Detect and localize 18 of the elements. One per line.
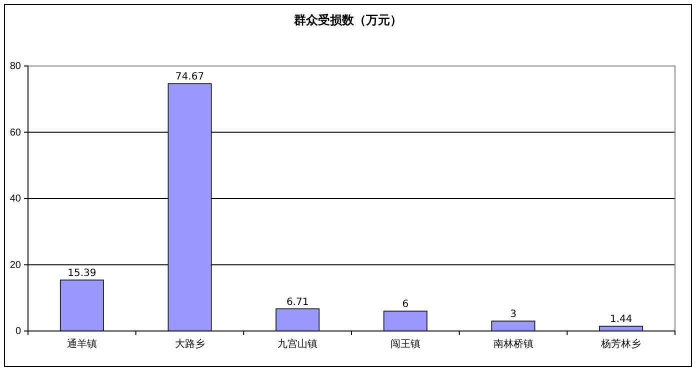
data-label: 6.71 [286, 296, 309, 308]
data-label: 3 [510, 309, 516, 320]
y-tick-label: 0 [15, 326, 22, 338]
y-tick-label: 60 [10, 127, 22, 138]
y-tick-label: 80 [10, 61, 22, 72]
x-tick-label: 南林桥镇 [493, 338, 534, 350]
y-tick-label: 20 [10, 260, 22, 271]
x-tick-label: 杨芳林乡 [600, 338, 642, 350]
data-label: 15.39 [68, 268, 96, 280]
x-tick-label: 大路乡 [174, 338, 205, 350]
data-label: 1.44 [610, 314, 632, 326]
x-tick-label: 九宫山镇 [278, 338, 318, 350]
data-label: 74.67 [175, 72, 204, 83]
x-tick-label: 闯王镇 [390, 338, 420, 350]
y-tick-label: 40 [10, 194, 22, 205]
chart-title: 群众受损数（万元） [293, 13, 402, 27]
x-tick-label: 通羊镇 [66, 338, 97, 350]
data-label: 6 [402, 299, 409, 310]
